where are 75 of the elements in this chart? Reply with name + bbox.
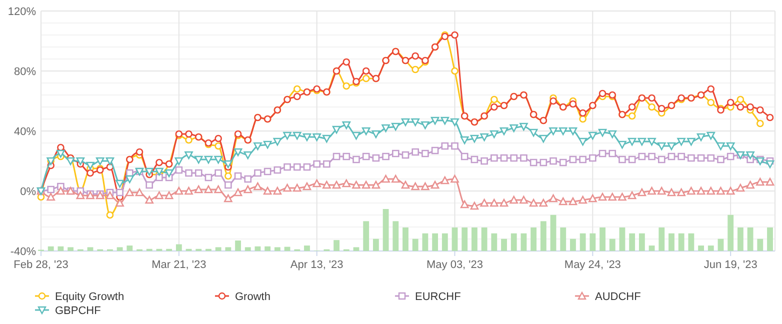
bar	[678, 233, 684, 251]
bar	[698, 246, 704, 251]
bar	[382, 209, 389, 251]
bar	[392, 221, 399, 251]
bar	[462, 227, 468, 251]
bar	[442, 233, 448, 251]
bar	[550, 214, 556, 251]
bar	[176, 244, 182, 251]
x-tick-label: Feb 28, '23	[14, 259, 68, 271]
bar	[481, 227, 488, 251]
bar	[334, 240, 340, 251]
bar	[68, 247, 74, 251]
bar	[215, 247, 222, 251]
bar	[274, 247, 280, 251]
bar	[363, 221, 370, 251]
bar	[629, 233, 636, 251]
x-tick-label: Apr 13, '23	[290, 259, 344, 271]
bar	[304, 246, 310, 251]
bar	[452, 227, 458, 251]
bar	[372, 238, 379, 251]
bar	[580, 233, 586, 251]
bar	[126, 246, 133, 251]
bar	[491, 233, 498, 251]
bar	[58, 246, 64, 251]
legend-label: Equity Growth	[55, 290, 124, 303]
y-tick-label: -40%	[10, 246, 36, 258]
bar	[638, 233, 645, 251]
bar	[530, 227, 537, 251]
bar	[540, 221, 546, 251]
bar	[472, 227, 478, 251]
bar	[432, 233, 438, 251]
bar	[353, 247, 360, 251]
bar	[600, 227, 606, 251]
bar	[520, 233, 527, 251]
y-tick-label: 120%	[8, 6, 36, 18]
x-tick-label: May 03, '23	[426, 259, 484, 271]
bar	[235, 240, 241, 251]
bar	[658, 227, 665, 251]
bar	[648, 246, 655, 251]
x-tick-label: Mar 21, '23	[152, 259, 206, 271]
legend-label: Growth	[235, 290, 270, 303]
bar	[225, 247, 232, 251]
bar	[619, 227, 626, 251]
x-tick-label: May 24, '23	[564, 259, 621, 271]
bar	[747, 227, 754, 251]
bar	[501, 238, 507, 251]
bar	[87, 247, 94, 251]
bar	[264, 246, 271, 251]
bar	[412, 238, 418, 251]
bar	[688, 233, 694, 251]
bar	[668, 233, 674, 251]
y-tick-label: 80%	[14, 66, 36, 78]
bar	[570, 238, 576, 251]
bar	[757, 238, 764, 251]
bar	[510, 233, 517, 251]
legend-label: AUDCHF	[595, 290, 642, 303]
legend-label: GBPCHF	[55, 304, 102, 317]
x-tick-label: Jun 19, '23	[704, 259, 758, 271]
bar	[244, 247, 251, 251]
y-tick-label: 40%	[14, 126, 36, 138]
bar	[708, 246, 714, 251]
bar	[422, 233, 428, 251]
bar	[590, 233, 596, 251]
bar	[728, 214, 734, 251]
y-tick-label: 0%	[20, 186, 36, 198]
bar	[560, 227, 566, 251]
bar	[48, 246, 54, 251]
bar	[767, 227, 773, 251]
bar	[116, 247, 123, 251]
bar	[402, 227, 408, 251]
bar	[609, 238, 616, 251]
bar	[254, 246, 261, 251]
bar	[718, 238, 724, 251]
bar	[737, 227, 744, 251]
legend-label: EURCHF	[415, 290, 462, 303]
